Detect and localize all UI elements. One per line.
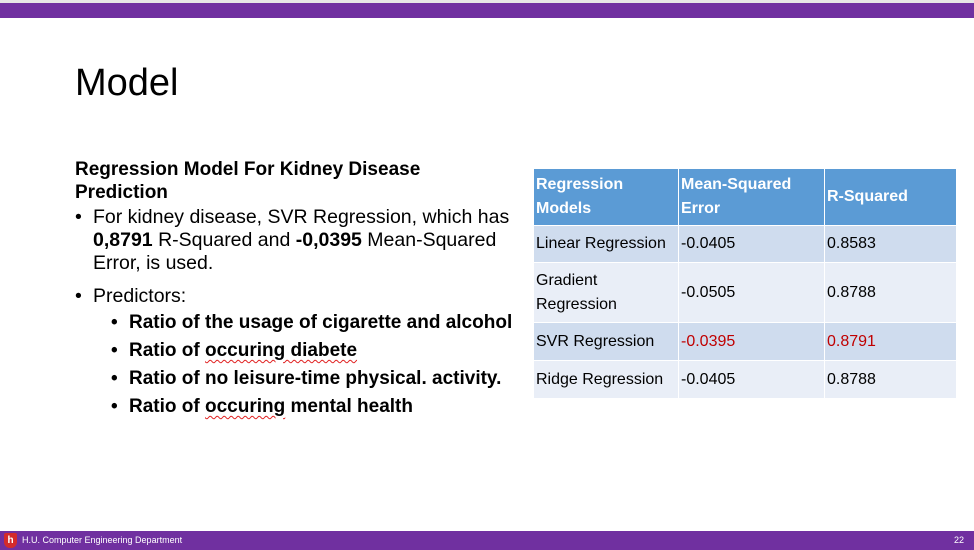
table-row: SVR Regression -0.0395 0.8791 xyxy=(533,322,957,361)
predictor-prefix: Ratio of xyxy=(129,396,205,417)
footer-bar: h H.U. Computer Engineering Department 2… xyxy=(0,531,974,550)
r-squared-value: 0,8791 xyxy=(93,229,153,251)
table-row: Linear Regression -0.0405 0.8583 xyxy=(533,225,957,263)
bullet-text-part: Mean-Squared Error, is used. xyxy=(93,229,497,274)
model-name-cell: Linear Regression xyxy=(533,225,679,263)
r-squared-cell: 0.8788 xyxy=(824,360,957,399)
predictor-suffix: mental health xyxy=(285,396,413,417)
predictor-list: Ratio of the usage of cigarette and alco… xyxy=(93,312,515,418)
subheading: Regression Model For Kidney Disease Pred… xyxy=(75,159,421,203)
bullet-svr-summary: For kidney disease, SVR Regression, whic… xyxy=(75,206,515,275)
mse-cell: -0.0405 xyxy=(678,360,825,399)
table-row: Gradient Regression -0.0505 0.8788 xyxy=(533,262,957,323)
mse-cell: -0.0405 xyxy=(678,225,825,263)
model-name-cell: Gradient Regression xyxy=(533,262,679,323)
table-row: Ridge Regression -0.0405 0.8788 xyxy=(533,360,957,399)
page-number: 22 xyxy=(953,535,964,545)
r-squared-cell-highlighted: 0.8791 xyxy=(824,322,957,361)
top-accent-bar xyxy=(0,0,974,18)
model-name-cell: SVR Regression xyxy=(533,322,679,361)
r-squared-cell: 0.8788 xyxy=(824,262,957,323)
bullet-list: For kidney disease, SVR Regression, whic… xyxy=(75,206,515,418)
model-name-cell: Ridge Regression xyxy=(533,360,679,399)
bullet-text-part: For kidney disease, SVR Regression, whic… xyxy=(93,206,510,228)
slide-content: Regression Model For Kidney Disease Pred… xyxy=(75,158,515,428)
predictor-item: Ratio of occuring mental health xyxy=(111,396,515,418)
header-r-squared: R-Squared xyxy=(824,168,957,226)
university-logo-icon: h xyxy=(4,533,17,548)
spellcheck-marked-text: occuring xyxy=(205,396,286,417)
header-mse: Mean-Squared Error xyxy=(678,168,825,226)
results-table: Regression Models Mean-Squared Error R-S… xyxy=(533,168,957,399)
table-header-row: Regression Models Mean-Squared Error R-S… xyxy=(533,168,957,226)
predictors-label: Predictors: xyxy=(93,285,187,307)
mse-cell: -0.0505 xyxy=(678,262,825,323)
footer-department: H.U. Computer Engineering Department xyxy=(22,535,183,545)
predictor-prefix: Ratio of xyxy=(129,340,205,361)
predictor-item: Ratio of occuring diabete xyxy=(111,340,515,362)
header-models: Regression Models xyxy=(533,168,679,226)
predictor-item: Ratio of the usage of cigarette and alco… xyxy=(111,312,515,334)
mse-value: -0,0395 xyxy=(295,229,362,251)
spellcheck-marked-text: occuring diabete xyxy=(205,340,358,361)
bullet-text-part: R-Squared and xyxy=(152,229,296,251)
bullet-predictors: Predictors: Ratio of the usage of cigare… xyxy=(75,285,515,418)
r-squared-cell: 0.8583 xyxy=(824,225,957,263)
mse-cell-highlighted: -0.0395 xyxy=(678,322,825,361)
predictor-item: Ratio of no leisure-time physical. activ… xyxy=(111,368,515,390)
slide-title: Model xyxy=(75,62,179,104)
